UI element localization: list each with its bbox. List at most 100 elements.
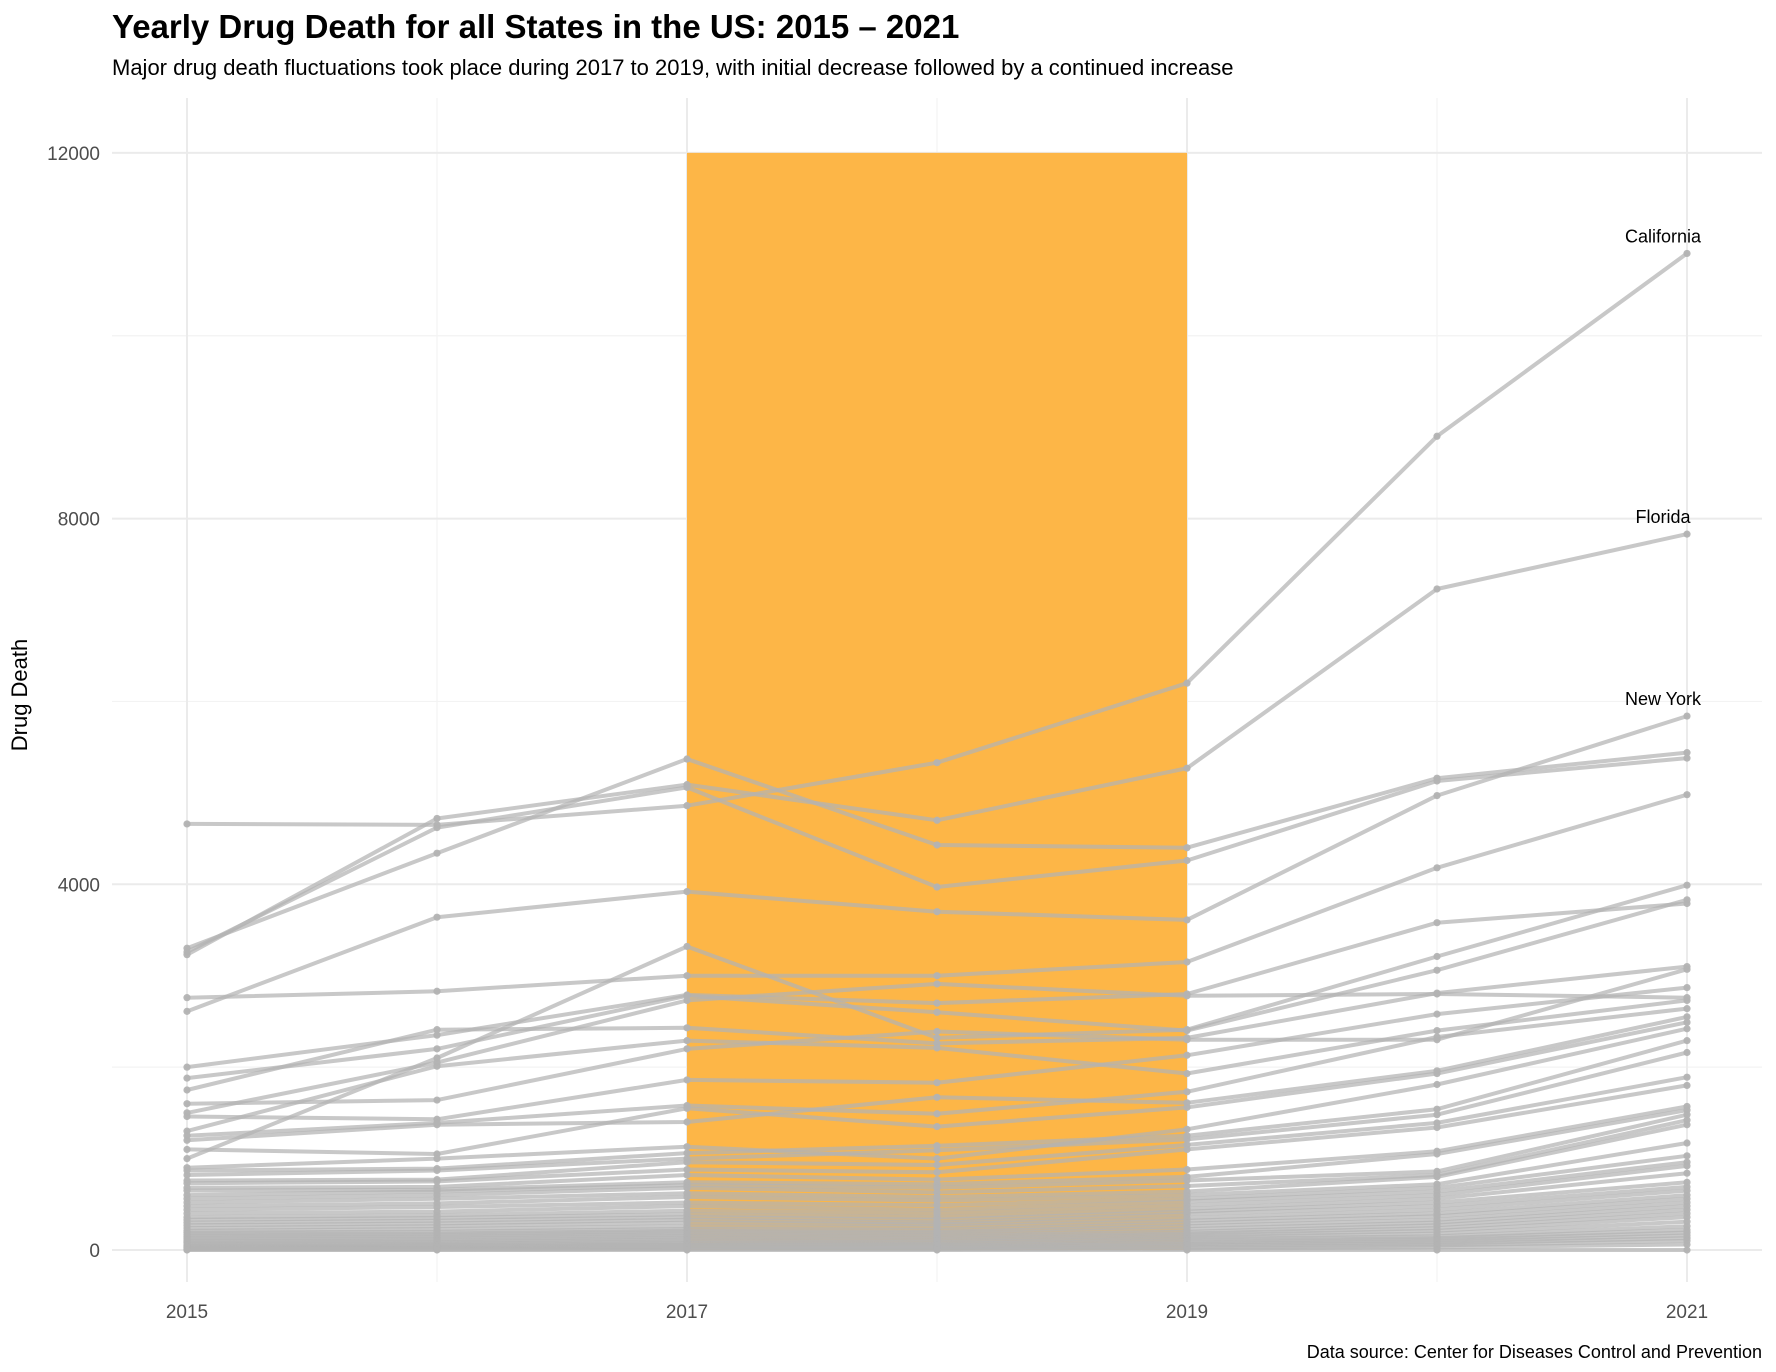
data-point <box>1683 1005 1691 1013</box>
data-point <box>1183 856 1191 865</box>
data-point <box>1433 432 1441 440</box>
data-point <box>1683 1018 1691 1026</box>
y-axis-title: Drug Death <box>7 639 32 752</box>
data-point <box>1433 1123 1441 1132</box>
data-point <box>933 1246 941 1254</box>
data-point <box>183 1136 191 1144</box>
data-point <box>183 1063 191 1071</box>
chart-subtitle: Major drug death fluctuations took place… <box>112 55 1233 80</box>
y-axis-ticks: 0 4000 8000 12000 <box>47 144 100 1262</box>
data-point <box>1183 1135 1191 1143</box>
data-point <box>683 1104 691 1112</box>
data-point <box>933 1027 941 1036</box>
data-point <box>1183 1069 1191 1078</box>
data-point <box>1183 1246 1191 1254</box>
data-point <box>1183 1125 1191 1133</box>
x-tick-label: 2019 <box>1166 1302 1208 1323</box>
data-point <box>683 1024 691 1032</box>
y-tick-label: 8000 <box>58 510 100 531</box>
data-point <box>183 994 191 1002</box>
x-tick-label: 2015 <box>166 1302 208 1323</box>
data-point <box>1183 1182 1191 1190</box>
data-point <box>683 1118 691 1126</box>
data-point <box>433 1246 441 1254</box>
data-point <box>433 1054 441 1062</box>
data-point <box>1683 1111 1691 1119</box>
data-point <box>1683 712 1691 720</box>
data-point <box>1183 1145 1191 1154</box>
highlight-band <box>687 152 1187 1250</box>
data-point <box>1183 916 1191 924</box>
data-point <box>1683 1013 1691 1021</box>
data-point <box>1183 1026 1191 1035</box>
data-point <box>683 1246 691 1254</box>
data-point <box>1433 1111 1441 1119</box>
data-point <box>1433 792 1441 800</box>
data-point <box>933 1122 941 1131</box>
data-point <box>1683 896 1691 904</box>
data-point <box>1433 1246 1441 1254</box>
data-point <box>1183 764 1191 772</box>
data-point <box>1433 777 1441 785</box>
series-label-california: California <box>1625 226 1702 246</box>
data-point <box>1433 919 1441 927</box>
data-point <box>1683 754 1691 762</box>
data-point <box>1183 679 1191 687</box>
data-point <box>933 1168 941 1176</box>
chart-caption: Data source: Center for Diseases Control… <box>1307 1342 1762 1362</box>
data-point <box>683 1045 691 1053</box>
data-point <box>433 1031 441 1039</box>
data-point <box>683 1037 691 1045</box>
data-point <box>1683 249 1691 258</box>
data-point <box>683 755 691 763</box>
data-point <box>1183 1165 1191 1174</box>
data-point <box>933 972 941 980</box>
data-point <box>933 1093 941 1101</box>
data-point <box>1683 965 1691 973</box>
data-point <box>933 1008 941 1016</box>
data-point <box>1683 1152 1691 1160</box>
data-point <box>1433 966 1441 974</box>
data-point <box>183 1074 191 1082</box>
data-point <box>933 759 941 767</box>
data-point <box>683 972 691 980</box>
data-point <box>933 1044 941 1052</box>
data-point <box>933 816 941 824</box>
data-point <box>1683 1139 1691 1147</box>
data-point <box>933 980 941 988</box>
series-label-florida: Florida <box>1635 507 1691 527</box>
data-point <box>1433 1150 1441 1158</box>
data-point <box>183 1171 191 1179</box>
data-point <box>1683 1240 1691 1249</box>
data-point <box>1683 881 1691 889</box>
data-point <box>933 1110 941 1118</box>
series-points <box>183 249 1691 1254</box>
data-point <box>183 1246 191 1254</box>
data-point <box>433 1026 441 1034</box>
data-point <box>1683 984 1691 992</box>
data-point <box>933 1034 941 1042</box>
data-point <box>1433 1026 1441 1035</box>
data-point <box>1433 864 1441 872</box>
data-point <box>1433 1105 1441 1113</box>
series-labels: California Florida New York <box>1625 226 1702 709</box>
data-point <box>683 781 691 789</box>
data-point <box>1683 749 1691 757</box>
data-point <box>683 942 691 951</box>
x-tick-label: 2021 <box>1666 1302 1708 1323</box>
data-point <box>683 1158 691 1166</box>
data-point <box>1683 1073 1691 1081</box>
data-point <box>933 908 941 916</box>
data-point <box>183 1112 191 1121</box>
data-point <box>183 1100 191 1108</box>
highlight-band-group <box>687 152 1187 1250</box>
data-point <box>1183 992 1191 1000</box>
data-point <box>1683 1162 1691 1170</box>
data-point <box>433 1177 441 1186</box>
data-point <box>1433 1173 1441 1181</box>
data-point <box>433 1154 441 1163</box>
data-point <box>683 1193 691 1201</box>
data-point <box>683 992 691 1000</box>
data-point <box>683 888 691 896</box>
